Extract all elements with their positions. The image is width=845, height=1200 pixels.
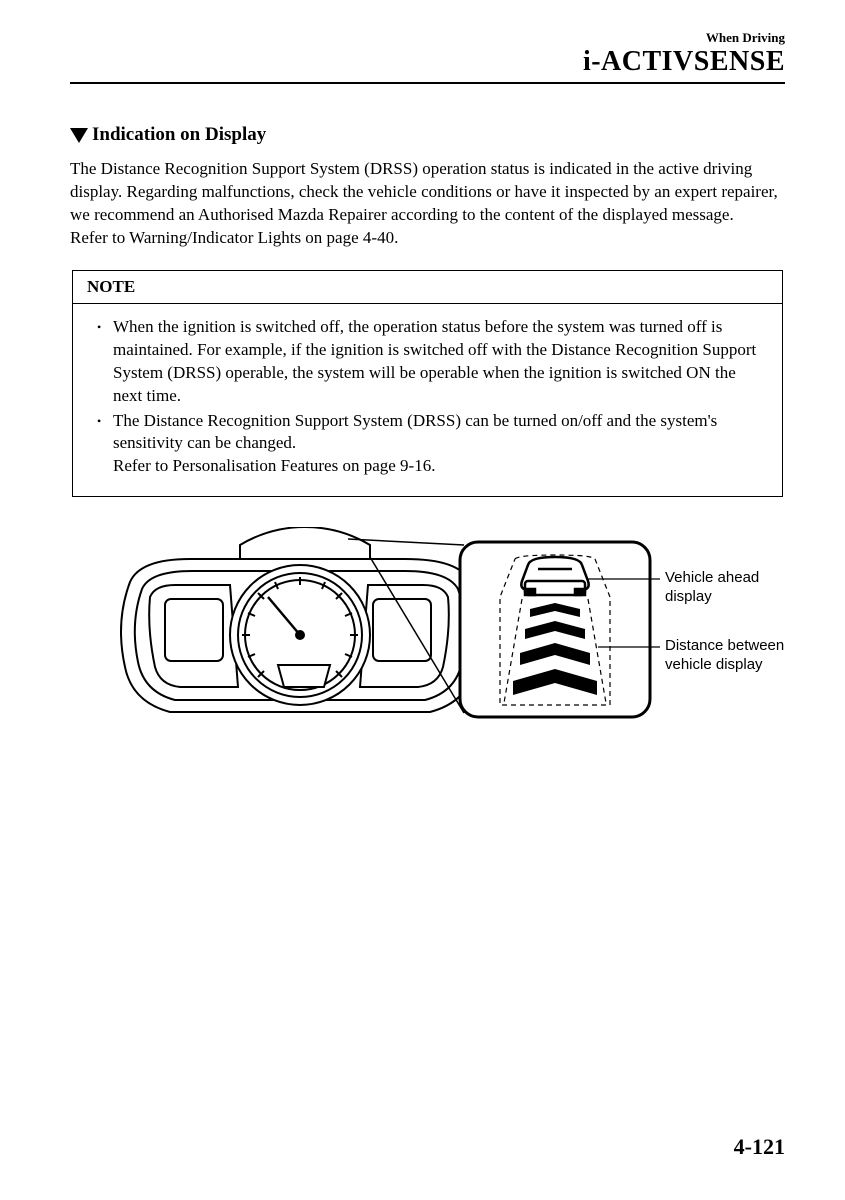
section-paragraph: The Distance Recognition Support System … — [70, 158, 785, 227]
note-item: The Distance Recognition Support System … — [95, 410, 760, 479]
note-item: When the ignition is switched off, the o… — [95, 316, 760, 408]
triangle-bullet-icon — [70, 128, 88, 143]
instrument-cluster-diagram: Vehicle aheaddisplay Distance betweenveh… — [70, 527, 785, 787]
callout-distance-between: Distance betweenvehicle display — [665, 637, 784, 675]
header-divider — [70, 82, 785, 84]
callout-vehicle-ahead: Vehicle aheaddisplay — [665, 569, 759, 607]
note-body: When the ignition is switched off, the o… — [73, 304, 782, 497]
section-heading-text: Indication on Display — [92, 124, 266, 146]
section-reference: Refer to Warning/Indicator Lights on pag… — [70, 227, 785, 250]
page-number: 4-121 — [734, 1134, 785, 1160]
note-title: NOTE — [73, 271, 782, 304]
note-box: NOTE When the ignition is switched off, … — [72, 270, 783, 498]
section-heading: Indication on Display — [70, 124, 785, 146]
header-category: When Driving — [70, 30, 785, 46]
header-title: i-ACTIVSENSE — [70, 46, 785, 78]
